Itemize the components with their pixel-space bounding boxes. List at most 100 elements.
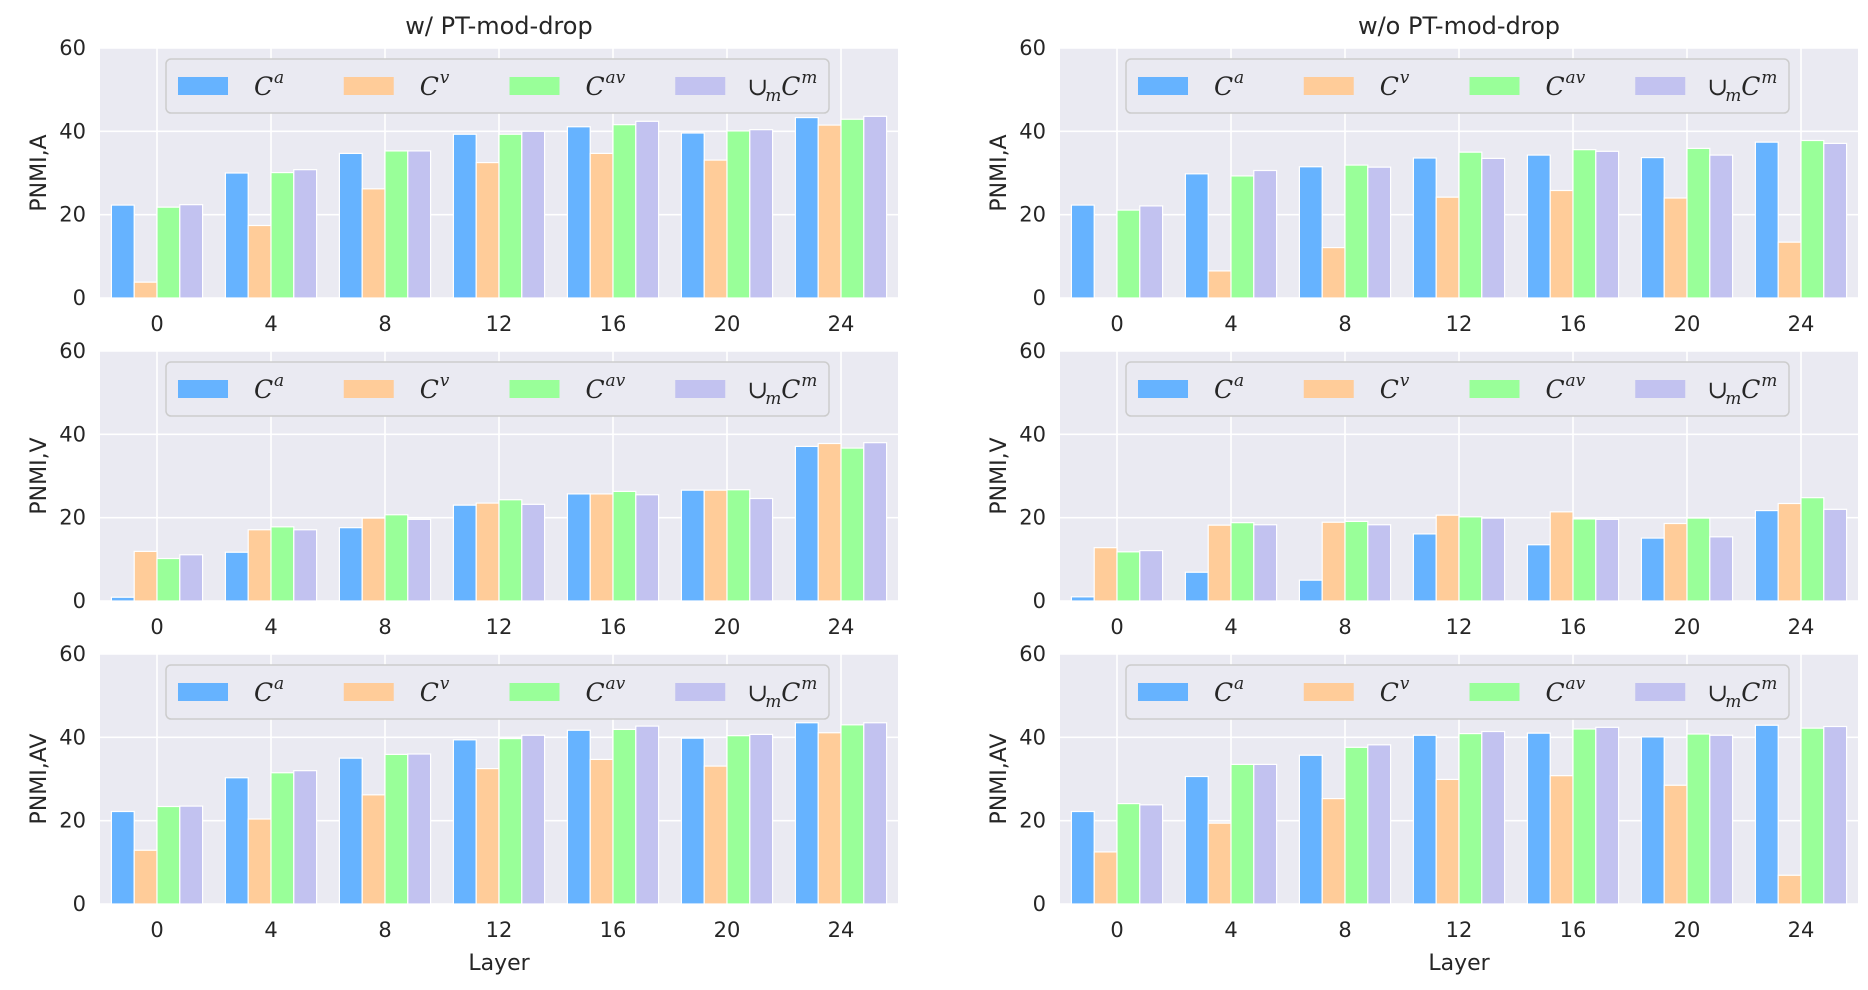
legend-swatch-Cv <box>343 380 394 398</box>
bar-UmCm-8 <box>1367 744 1392 905</box>
legend-swatch-Ca <box>1138 380 1188 398</box>
bar-UmCm-12 <box>521 130 546 299</box>
bar-Ca-8 <box>1298 166 1323 299</box>
legend-label-Ca: C <box>1214 678 1233 707</box>
x-tick-label: 16 <box>1560 615 1587 639</box>
bar-Ca-16 <box>566 493 591 602</box>
bar-Cv-4 <box>1207 822 1232 905</box>
bar-Ca-24 <box>1754 141 1779 299</box>
legend-label-Ca: C <box>254 678 273 707</box>
bar-Ca-16 <box>566 126 591 299</box>
bar-Ca-4 <box>224 551 249 602</box>
x-tick-label: 0 <box>1110 615 1123 639</box>
bar-Ca-12 <box>452 504 477 602</box>
bar-Cv-4 <box>247 224 272 299</box>
bar-Cav-12 <box>1458 516 1483 602</box>
bar-Ca-12 <box>452 739 477 905</box>
bar-UmCm-12 <box>521 503 546 602</box>
bar-Ca-12 <box>1412 734 1437 905</box>
legend-label-Cav: C <box>1546 72 1565 101</box>
x-tick-label: 8 <box>378 918 391 942</box>
bar-UmCm-4 <box>293 770 318 905</box>
bar-UmCm-16 <box>635 725 660 905</box>
x-tick-label: 24 <box>828 918 855 942</box>
legend-label-Cav-sup: av <box>1566 68 1586 88</box>
legend-swatch-Cav <box>1469 380 1520 398</box>
legend-label-Cav-sup: av <box>606 371 626 391</box>
legend-frame <box>1125 664 1790 720</box>
bar-Cav-20 <box>1686 517 1711 602</box>
bar-Cv-12 <box>475 161 500 299</box>
x-tick-label: 12 <box>486 312 513 336</box>
legend-label-Ca-sup: a <box>274 68 284 88</box>
bar-Cv-16 <box>589 152 614 299</box>
x-tick-label: 16 <box>1560 918 1587 942</box>
bar-Ca-4 <box>224 777 249 905</box>
x-axis-label: Layer <box>468 951 530 976</box>
bar-UmCm-16 <box>1595 150 1620 299</box>
legend-label-Cav-sup: av <box>606 68 626 88</box>
x-tick-label: 24 <box>828 615 855 639</box>
x-axis-label: Layer <box>1428 951 1490 976</box>
x-tick-label: 20 <box>1674 615 1701 639</box>
x-tick-label: 20 <box>714 615 741 639</box>
bar-Cav-4 <box>1230 763 1255 905</box>
bar-Ca-0 <box>1070 596 1095 602</box>
legend-label-UmCm-sup: m <box>801 371 817 391</box>
x-tick-label: 24 <box>1788 312 1815 336</box>
y-tick-label: 20 <box>59 203 86 227</box>
subplot-title: w/o PT-mod-drop <box>1358 12 1560 40</box>
bar-Cav-8 <box>1344 746 1369 905</box>
legend-swatch-Ca <box>178 380 228 398</box>
legend-label-Cv: C <box>420 678 439 707</box>
bar-UmCm-24 <box>863 115 888 299</box>
bar-Cav-16 <box>612 124 637 299</box>
legend-label-Cv-sup: v <box>440 674 450 694</box>
legend-frame <box>1125 361 1790 417</box>
legend-frame <box>165 664 830 720</box>
bar-UmCm-8 <box>1367 524 1392 602</box>
legend-swatch-UmCm <box>675 77 726 95</box>
x-tick-label: 24 <box>1788 918 1815 942</box>
legend-swatch-Cav <box>1469 683 1520 701</box>
bar-UmCm-16 <box>1595 726 1620 905</box>
x-tick-label: 16 <box>600 615 627 639</box>
bar-Cav-24 <box>1800 497 1825 602</box>
bar-Ca-24 <box>1754 509 1779 602</box>
bar-Cv-24 <box>1777 874 1802 905</box>
bar-Cav-16 <box>1572 518 1597 602</box>
bar-UmCm-16 <box>635 494 660 602</box>
legend-label-Cav-sup: av <box>1566 371 1586 391</box>
bar-Cav-8 <box>384 753 409 905</box>
y-tick-label: 60 <box>59 36 86 60</box>
legend-label-Cv-sup: v <box>1400 371 1410 391</box>
bar-Cav-8 <box>384 150 409 299</box>
bar-Ca-8 <box>338 757 363 905</box>
bar-UmCm-20 <box>1709 734 1734 905</box>
bar-Cv-24 <box>817 442 842 602</box>
bar-UmCm-12 <box>521 734 546 905</box>
bar-UmCm-20 <box>1709 154 1734 299</box>
legend-label-Cv: C <box>420 72 439 101</box>
bar-UmCm-0 <box>1139 804 1164 905</box>
bar-UmCm-4 <box>1253 169 1278 299</box>
x-tick-label: 8 <box>1338 918 1351 942</box>
bar-Ca-24 <box>794 722 819 905</box>
bar-Cav-24 <box>1800 139 1825 299</box>
bar-Cav-20 <box>1686 733 1711 905</box>
bar-Cv-12 <box>1435 196 1460 299</box>
legend-label-UmCm-prefix: ∪ <box>747 375 768 404</box>
bar-Cav-4 <box>270 772 295 905</box>
legend-label-UmCm: C <box>781 375 800 404</box>
bar-Cav-16 <box>1572 728 1597 905</box>
bar-Ca-20 <box>680 737 705 905</box>
x-tick-label: 16 <box>1560 312 1587 336</box>
legend-label-UmCm: C <box>1741 72 1760 101</box>
bar-UmCm-4 <box>1253 524 1278 602</box>
legend-label-Ca-sup: a <box>274 674 284 694</box>
legend-label-UmCm-sub: m <box>1725 389 1741 409</box>
legend-swatch-Cav <box>509 683 560 701</box>
bar-Ca-16 <box>1526 154 1551 299</box>
